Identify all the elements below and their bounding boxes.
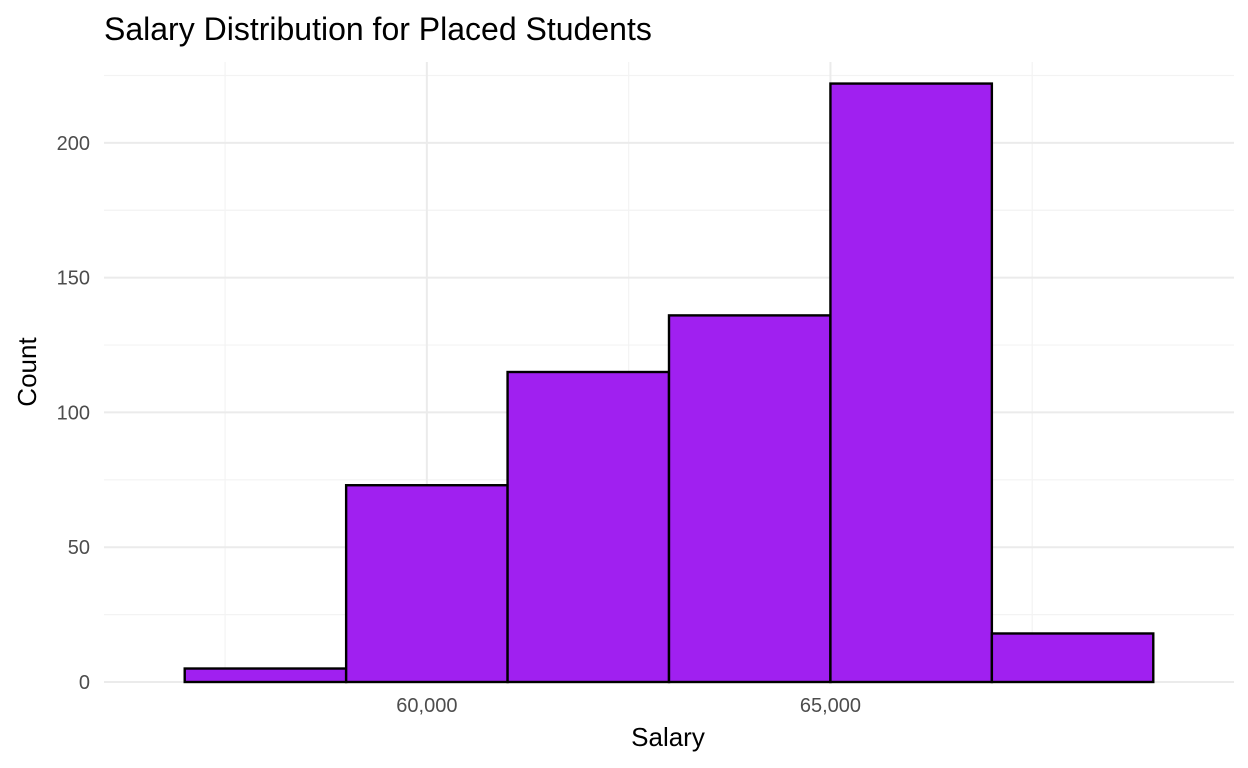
x-tick-label: 60,000 [396,695,457,717]
histogram-bar [990,632,1155,684]
histogram-bars [183,82,1155,684]
y-axis-label: Count [12,337,42,407]
x-axis-label: Salary [631,722,705,752]
histogram-bar [667,314,832,684]
y-tick-label: 200 [57,133,90,155]
x-tick-label: 65,000 [800,695,861,717]
y-tick-label: 50 [68,537,90,559]
histogram-bar [344,484,509,684]
y-tick-label: 150 [57,268,90,290]
y-axis-ticks: 0 50 100 150 200 [57,133,90,694]
y-tick-label: 100 [57,402,90,424]
y-tick-label: 0 [79,672,90,694]
histogram-bar [829,82,994,684]
histogram-bar [183,667,348,684]
x-axis-ticks: 60,000 65,000 [396,695,861,717]
chart-title: Salary Distribution for Placed Students [104,11,652,47]
histogram-bar [506,370,671,684]
